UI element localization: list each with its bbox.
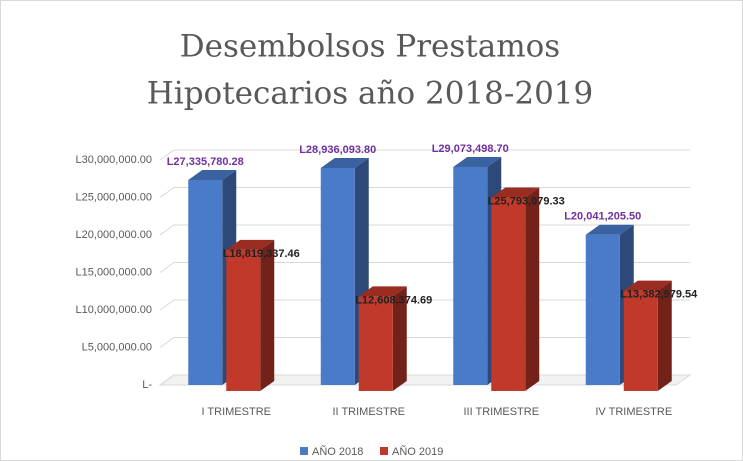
chart-title: Desembolsos Prestamos bbox=[180, 29, 560, 65]
y-tick-label: L20,000,000.00 bbox=[76, 229, 152, 241]
value-label: L13,382,979.54 bbox=[620, 289, 698, 301]
value-label: L20,041,205.50 bbox=[564, 211, 641, 223]
y-tick-label: L15,000,000.00 bbox=[76, 266, 152, 278]
bar-face bbox=[585, 234, 620, 385]
value-label: L25,793,079.33 bbox=[488, 195, 565, 207]
bar-face bbox=[525, 187, 540, 391]
bar-face bbox=[491, 187, 540, 198]
bar-face bbox=[358, 286, 407, 297]
x-tick-label: III TRIMESTRE bbox=[463, 406, 539, 418]
value-label: L27,335,780.28 bbox=[167, 156, 244, 168]
bar bbox=[320, 157, 369, 385]
legend-swatch bbox=[380, 447, 388, 455]
bar-face bbox=[188, 179, 223, 385]
y-tick-label: L10,000,000.00 bbox=[76, 304, 152, 316]
y-tick-label: L5,000,000.00 bbox=[82, 341, 152, 353]
bar bbox=[226, 239, 275, 391]
bar bbox=[623, 280, 672, 391]
grid-line bbox=[159, 187, 690, 198]
bar-face bbox=[320, 157, 369, 168]
y-tick-label: L30,000,000.00 bbox=[76, 154, 152, 166]
bar-face bbox=[320, 167, 355, 385]
x-tick-label: II TRIMESTRE bbox=[332, 406, 405, 418]
bar-face bbox=[392, 286, 407, 391]
bar-face bbox=[585, 224, 634, 235]
chart-subtitle: Hipotecarios año 2018-2019 bbox=[147, 76, 594, 112]
bar-face bbox=[453, 156, 502, 167]
bar-face bbox=[358, 296, 393, 391]
x-tick-label: I TRIMESTRE bbox=[202, 406, 271, 418]
bar bbox=[491, 187, 540, 391]
bar bbox=[358, 286, 407, 391]
value-label: L29,073,498.70 bbox=[432, 143, 509, 155]
bar-face bbox=[623, 280, 672, 291]
bar-face bbox=[188, 169, 237, 180]
legend-label: AÑO 2019 bbox=[392, 445, 443, 458]
bar bbox=[188, 169, 237, 385]
bar-face bbox=[453, 166, 488, 385]
grid-line bbox=[159, 149, 690, 161]
x-tick-label: IV TRIMESTRE bbox=[595, 406, 672, 418]
bar-face bbox=[623, 290, 658, 391]
y-tick-label: L25,000,000.00 bbox=[76, 191, 152, 203]
legend-label: AÑO 2018 bbox=[312, 445, 363, 458]
bar-face bbox=[226, 239, 275, 250]
legend-swatch bbox=[300, 447, 308, 455]
bar-face bbox=[491, 197, 526, 391]
bar-face bbox=[657, 280, 672, 391]
bar-face bbox=[260, 239, 275, 391]
y-tick-label: L- bbox=[142, 379, 152, 391]
bar-face bbox=[226, 249, 261, 391]
value-label: L18,819,337.46 bbox=[223, 248, 300, 260]
value-label: L28,936,093.80 bbox=[299, 144, 376, 156]
value-label: L12,608,374.69 bbox=[355, 294, 432, 306]
